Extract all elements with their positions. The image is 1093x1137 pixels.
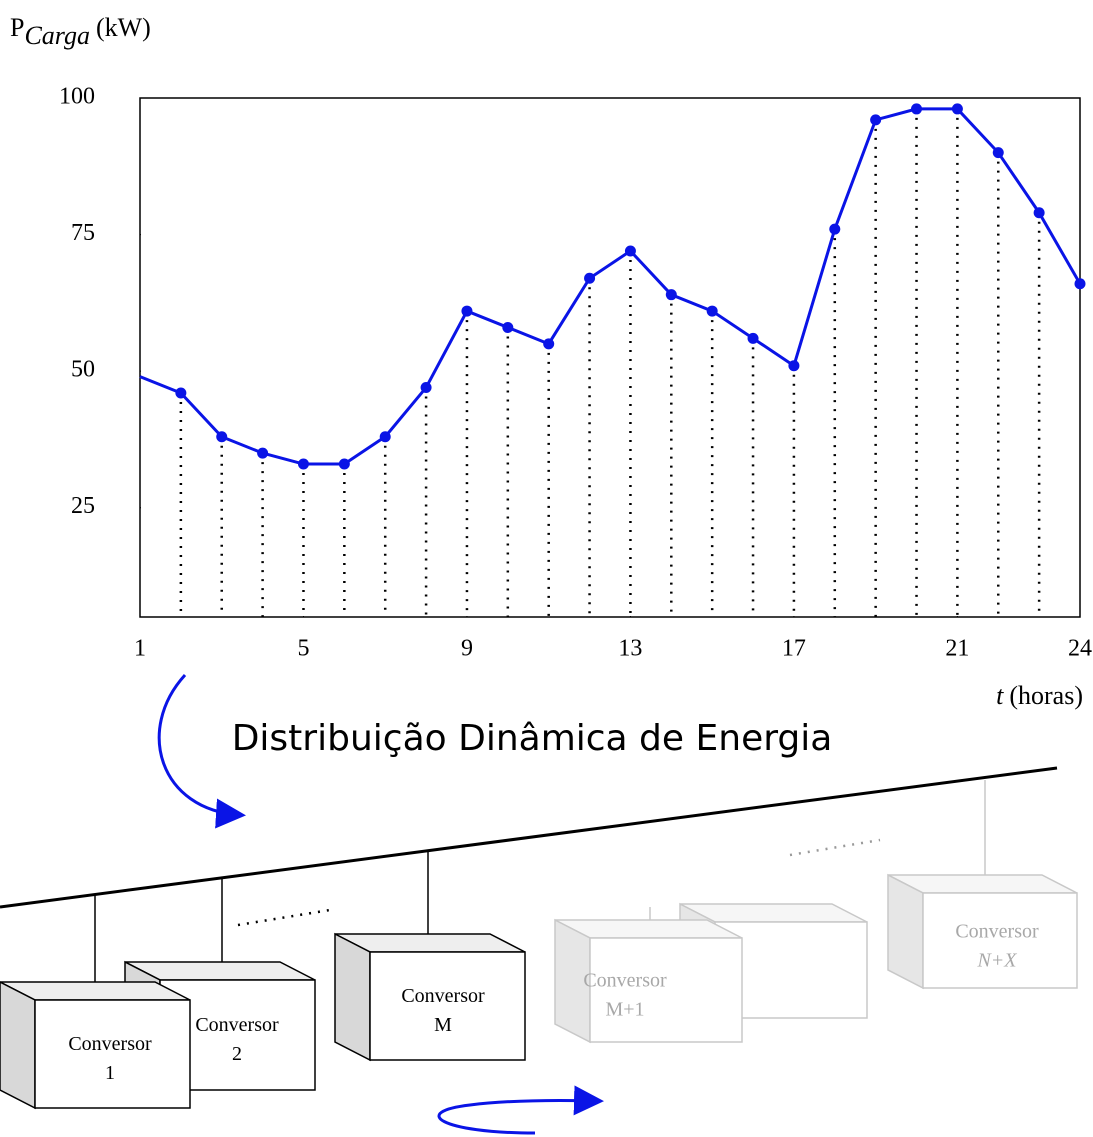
data-point xyxy=(1075,278,1086,289)
data-point xyxy=(666,289,677,300)
x-tick-label: 1 xyxy=(134,636,146,662)
data-point xyxy=(707,306,718,317)
data-point xyxy=(584,273,595,284)
x-tick-label: 13 xyxy=(618,636,642,662)
data-point xyxy=(175,388,186,399)
x-tick-label: 9 xyxy=(461,636,473,662)
x-tick-label: 5 xyxy=(297,636,309,662)
y-tick-label: 75 xyxy=(71,220,95,246)
box-side xyxy=(0,982,35,1108)
box-side xyxy=(888,875,923,988)
arrow xyxy=(439,1100,598,1133)
converter-label: N+X xyxy=(976,949,1017,971)
ellipsis xyxy=(790,840,880,855)
x-tick-label: 24 xyxy=(1068,636,1092,662)
ellipsis xyxy=(238,910,330,925)
y-tick-label: 25 xyxy=(71,493,95,519)
box-side xyxy=(335,934,370,1060)
data-point xyxy=(461,306,472,317)
plot-frame xyxy=(140,98,1080,617)
data-point xyxy=(380,431,391,442)
converter-label: Conversor xyxy=(583,969,667,991)
data-point xyxy=(993,147,1004,158)
converter-label: Conversor xyxy=(68,1033,152,1055)
converter-label: Conversor xyxy=(401,985,485,1007)
data-point xyxy=(298,459,309,470)
data-point xyxy=(421,382,432,393)
converter-label: M+1 xyxy=(605,998,644,1020)
y-axis-label: PCarga(kW) xyxy=(10,13,151,50)
data-point xyxy=(625,245,636,256)
converter-label: 2 xyxy=(232,1043,242,1065)
converter-label: Conversor xyxy=(955,920,1039,942)
converters: ConversorM+2ConversorM+1Conversor2Conver… xyxy=(0,780,1077,1108)
data-point xyxy=(952,103,963,114)
x-axis-label: t(horas) xyxy=(996,681,1083,710)
data-line xyxy=(140,109,1080,464)
data-point xyxy=(788,360,799,371)
diagram-title: Distribuição Dinâmica de Energia xyxy=(232,718,833,759)
y-tick-label: 100 xyxy=(59,84,95,110)
data-point xyxy=(1034,207,1045,218)
data-point xyxy=(748,333,759,344)
converter-label: M xyxy=(434,1014,452,1036)
data-point xyxy=(339,459,350,470)
converter-label: 1 xyxy=(105,1062,115,1084)
x-tick-label: 17 xyxy=(782,636,806,662)
data-point xyxy=(870,114,881,125)
y-tick-label: 50 xyxy=(71,357,95,383)
figure: PCarga(kW) t(horas) Distribuição Dinâmic… xyxy=(0,0,1093,1137)
converter-label: Conversor xyxy=(195,1014,279,1036)
data-point xyxy=(543,338,554,349)
x-tick-label: 21 xyxy=(945,636,969,662)
data-point xyxy=(911,103,922,114)
data-point xyxy=(829,224,840,235)
arrow xyxy=(159,675,240,815)
data-point xyxy=(257,448,268,459)
data-point xyxy=(216,431,227,442)
data-point xyxy=(502,322,513,333)
